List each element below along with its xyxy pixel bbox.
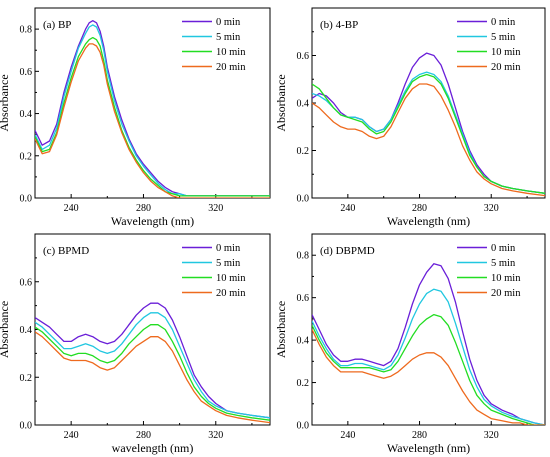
panel-2: 240 280 320 0.0 0.2 0.4 0.6 Wavelength (nm) Abso… xyxy=(274,7,546,228)
series-line-10-min xyxy=(35,324,270,421)
x-tick-label: 280 xyxy=(136,203,151,214)
x-tick-label: 280 xyxy=(412,203,427,214)
y-axis-title: Absorbance xyxy=(0,301,11,358)
x-tick-label: 240 xyxy=(340,203,355,214)
series-lines xyxy=(35,20,270,198)
legend: 0 min 5 min 10 min 20 min xyxy=(182,243,246,299)
x-tick-label: 240 xyxy=(340,430,355,441)
y-tick-label: 0.2 xyxy=(20,373,33,384)
legend-label: 10 min xyxy=(216,273,246,284)
y-tick-label: 0.0 xyxy=(297,194,310,205)
series-line-20-min xyxy=(312,83,545,197)
series-line-10-min xyxy=(312,73,545,194)
series-lines xyxy=(35,302,270,424)
legend: 0 min 5 min 10 min 20 min xyxy=(182,17,246,73)
legend-label: 10 min xyxy=(216,47,246,58)
panel-1: 240 280 320 0.0 0.2 0.4 0.6 0.8 Wavelength (nm) A… xyxy=(0,7,271,228)
x-axis-title: wavelength (nm) xyxy=(112,441,194,455)
legend-label: 5 min xyxy=(216,258,241,269)
legend-label: 5 min xyxy=(491,258,516,269)
x-tick-label: 320 xyxy=(208,203,223,214)
y-tick-label: 0.8 xyxy=(20,25,33,36)
y-tick-label: 0.6 xyxy=(20,277,33,288)
y-tick-label: 0.0 xyxy=(297,421,310,432)
series-line-5-min xyxy=(35,312,270,419)
legend-label: 5 min xyxy=(216,32,241,43)
y-tick-label: 0.6 xyxy=(297,293,310,304)
x-tick-label: 280 xyxy=(136,430,151,441)
y-tick-label: 0.0 xyxy=(20,421,33,432)
x-tick-label: 240 xyxy=(64,430,79,441)
y-axis-title: Absorbance xyxy=(274,74,288,131)
y-tick-label: 0.2 xyxy=(20,151,33,162)
legend: 0 min 5 min 10 min 20 min xyxy=(457,17,521,73)
x-tick-label: 320 xyxy=(484,203,499,214)
x-axis-title: Wavelength (nm) xyxy=(387,441,470,455)
y-tick-label: 0.4 xyxy=(297,99,310,110)
x-tick-label: 320 xyxy=(208,430,223,441)
panel-4: 240 280 320 0.0 0.2 0.4 0.6 0.8 Wavelength (nm) A… xyxy=(274,233,546,455)
series-line-10-min xyxy=(312,313,545,425)
panel-label: (a) BP xyxy=(43,19,71,31)
legend-label: 20 min xyxy=(491,62,521,73)
legend-label: 0 min xyxy=(491,17,516,28)
legend-label: 10 min xyxy=(491,273,521,284)
series-lines xyxy=(312,263,545,425)
y-tick-label: 0.4 xyxy=(20,109,33,120)
y-tick-label: 0.6 xyxy=(297,51,310,62)
axes-frame xyxy=(34,7,271,199)
x-axis-title: Wavelength (nm) xyxy=(387,214,470,228)
legend-label: 10 min xyxy=(491,47,521,58)
series-line-5-min xyxy=(312,71,545,194)
series-line-0-min xyxy=(35,302,270,419)
y-tick-label: 0.2 xyxy=(297,146,310,157)
y-tick-label: 0.8 xyxy=(297,251,310,262)
panel-label: (c) BPMD xyxy=(43,245,89,257)
series-line-20-min xyxy=(35,43,270,198)
y-axis-title: Absorbance xyxy=(0,74,11,131)
legend-label: 20 min xyxy=(491,288,521,299)
x-tick-label: 280 xyxy=(412,430,427,441)
legend-label: 0 min xyxy=(216,243,241,254)
legend-label: 20 min xyxy=(216,288,246,299)
panel-3: 240 280 320 0.0 0.2 0.4 0.6 wavelength (nm) Abso… xyxy=(0,233,271,455)
y-tick-label: 0.0 xyxy=(20,194,33,205)
series-line-20-min xyxy=(312,329,545,425)
series-line-10-min xyxy=(35,36,270,197)
legend: 0 min 5 min 10 min 20 min xyxy=(457,243,521,299)
legend-label: 0 min xyxy=(491,243,516,254)
series-lines xyxy=(312,52,545,197)
y-tick-label: 0.4 xyxy=(297,336,310,347)
legend-label: 5 min xyxy=(491,32,516,43)
panel-label: (b) 4-BP xyxy=(320,19,358,31)
x-tick-label: 320 xyxy=(484,430,499,441)
series-line-0-min xyxy=(312,263,545,425)
x-tick-label: 240 xyxy=(64,203,79,214)
series-line-0-min xyxy=(312,52,545,194)
series-line-20-min xyxy=(35,331,270,424)
panel-label: (d) DBPMD xyxy=(320,245,375,257)
y-axis-title: Absorbance xyxy=(274,301,288,358)
legend-label: 0 min xyxy=(216,17,241,28)
legend-label: 20 min xyxy=(216,62,246,73)
y-tick-label: 0.4 xyxy=(20,325,33,336)
y-tick-label: 0.2 xyxy=(297,378,310,389)
y-tick-label: 0.6 xyxy=(20,67,33,78)
x-axis-title: Wavelength (nm) xyxy=(111,214,194,228)
series-line-5-min xyxy=(312,288,545,425)
